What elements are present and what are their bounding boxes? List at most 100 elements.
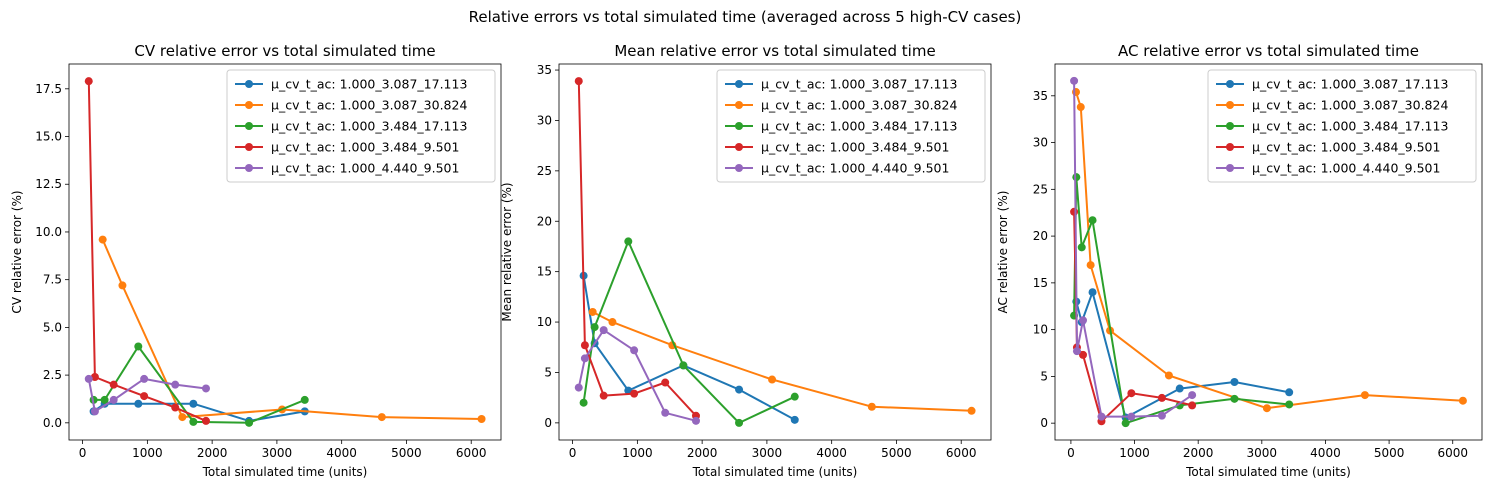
y-tick-label: 5.0 bbox=[43, 320, 62, 334]
data-point bbox=[1285, 388, 1294, 397]
x-tick-label: 4000 bbox=[816, 446, 847, 460]
y-tick-label: 17.5 bbox=[35, 82, 62, 96]
legend-label: μ_cv_t_ac: 1.000_3.484_17.113 bbox=[271, 119, 467, 134]
legend-swatch-marker bbox=[735, 143, 743, 151]
data-point bbox=[661, 408, 670, 417]
y-tick-label: 10.0 bbox=[35, 225, 62, 239]
y-tick-label: 0 bbox=[544, 416, 552, 430]
series-line-3 bbox=[582, 240, 796, 424]
data-point bbox=[1458, 396, 1467, 405]
y-tick-label: 5 bbox=[544, 365, 552, 379]
data-point bbox=[1127, 389, 1136, 398]
plot-frame bbox=[68, 63, 502, 441]
legend-label: μ_cv_t_ac: 1.000_4.440_9.501 bbox=[761, 161, 949, 176]
data-point bbox=[1079, 316, 1087, 325]
data-point bbox=[608, 318, 617, 327]
y-tick-label: 20 bbox=[537, 214, 552, 228]
y-tick-label: 30 bbox=[537, 113, 552, 127]
legend-swatch-marker bbox=[1226, 122, 1234, 130]
series-line-5 bbox=[87, 377, 207, 413]
legend-box bbox=[1207, 69, 1477, 183]
data-point bbox=[768, 375, 777, 384]
series-line-4 bbox=[577, 81, 697, 417]
plot-frame bbox=[558, 63, 992, 441]
data-point bbox=[245, 418, 254, 427]
data-point bbox=[590, 323, 599, 332]
data-point bbox=[1175, 384, 1184, 393]
x-tick-label: 5000 bbox=[881, 446, 912, 460]
data-point bbox=[1262, 404, 1271, 413]
x-axis-label: Total simulated time (units) bbox=[202, 465, 368, 479]
x-tick-label: 3000 bbox=[262, 446, 293, 460]
data-point bbox=[630, 389, 639, 398]
data-point bbox=[580, 354, 589, 363]
x-tick-label: 1000 bbox=[622, 446, 653, 460]
data-point bbox=[624, 237, 633, 246]
data-point bbox=[967, 406, 976, 415]
y-tick-label: 35 bbox=[537, 63, 552, 77]
data-point bbox=[1070, 207, 1079, 216]
data-point bbox=[1097, 412, 1106, 421]
data-point bbox=[140, 392, 149, 401]
legend-label: μ_cv_t_ac: 1.000_3.087_30.824 bbox=[271, 98, 467, 113]
data-point bbox=[691, 416, 700, 425]
data-point bbox=[201, 416, 210, 425]
data-point bbox=[867, 402, 876, 411]
data-point bbox=[84, 374, 93, 383]
legend-swatch-marker bbox=[735, 80, 743, 88]
data-point bbox=[1188, 401, 1197, 410]
data-point bbox=[1285, 400, 1294, 409]
data-point bbox=[134, 399, 143, 408]
x-tick-label: 6000 bbox=[456, 446, 487, 460]
data-point bbox=[790, 392, 799, 401]
legend-label: μ_cv_t_ac: 1.000_3.087_17.113 bbox=[1252, 77, 1448, 92]
series-line-5 bbox=[1073, 80, 1193, 418]
legend-label: μ_cv_t_ac: 1.000_3.087_30.824 bbox=[1252, 98, 1448, 113]
data-point bbox=[1127, 412, 1136, 421]
legend-swatch-marker bbox=[245, 80, 253, 88]
y-tick-label: 30 bbox=[1033, 136, 1048, 150]
data-point bbox=[1076, 103, 1085, 112]
series-line-3 bbox=[1073, 176, 1290, 425]
data-point bbox=[1121, 419, 1130, 428]
data-point bbox=[1188, 391, 1197, 400]
legend-label: μ_cv_t_ac: 1.000_3.484_9.501 bbox=[271, 140, 459, 155]
y-axis-label: AC relative error (%) bbox=[996, 191, 1010, 314]
y-axis-label: Mean relative error (%) bbox=[500, 182, 514, 321]
data-point bbox=[84, 77, 93, 86]
data-point bbox=[588, 307, 597, 316]
data-point bbox=[140, 374, 149, 383]
chart-panel-2: Mean relative error vs total simulated t… bbox=[500, 42, 992, 479]
data-point bbox=[1077, 243, 1086, 252]
data-point bbox=[735, 418, 744, 427]
x-tick-label: 2000 bbox=[197, 446, 228, 460]
chart-panel-1: CV relative error vs total simulated tim… bbox=[10, 42, 502, 479]
data-point bbox=[171, 403, 180, 412]
x-tick-label: 0 bbox=[79, 446, 87, 460]
y-tick-label: 20 bbox=[1033, 229, 1048, 243]
y-tick-label: 25 bbox=[1033, 182, 1048, 196]
figure-suptitle: Relative errors vs total simulated time … bbox=[469, 8, 1022, 26]
legend-swatch-marker bbox=[735, 101, 743, 109]
data-point bbox=[300, 395, 309, 404]
data-point bbox=[171, 380, 180, 389]
chart-title: Mean relative error vs total simulated t… bbox=[614, 42, 935, 60]
y-tick-label: 5 bbox=[1040, 369, 1048, 383]
data-point bbox=[1230, 378, 1239, 387]
series-line-2 bbox=[101, 239, 482, 420]
data-point bbox=[1072, 173, 1081, 182]
data-point bbox=[100, 395, 109, 404]
data-point bbox=[735, 385, 744, 394]
x-tick-label: 2000 bbox=[687, 446, 718, 460]
data-point bbox=[1157, 411, 1166, 420]
legend-label: μ_cv_t_ac: 1.000_3.484_9.501 bbox=[761, 140, 949, 155]
y-tick-label: 0 bbox=[1040, 416, 1048, 430]
series-line-4 bbox=[87, 81, 207, 422]
series-line-5 bbox=[577, 329, 697, 422]
legend-label: μ_cv_t_ac: 1.000_3.087_30.824 bbox=[761, 98, 957, 113]
data-point bbox=[1079, 350, 1087, 359]
data-point bbox=[1088, 288, 1097, 297]
legend-label: μ_cv_t_ac: 1.000_4.440_9.501 bbox=[1252, 161, 1440, 176]
data-point bbox=[189, 399, 198, 408]
